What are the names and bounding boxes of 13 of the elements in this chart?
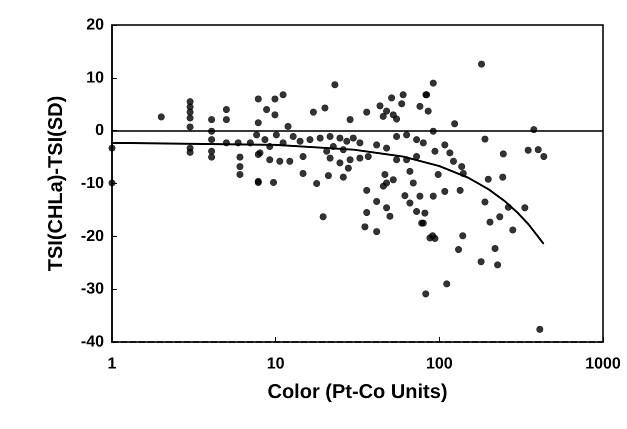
y-tick-label: 0: [95, 122, 104, 140]
y-tick-label: -40: [80, 334, 104, 350]
y-tick-label: 20: [86, 16, 104, 34]
y-tick-label: -10: [80, 175, 104, 192]
y-axis-title: TSI(CHLa)-TSI(SD): [45, 96, 67, 272]
x-tick-label: 10: [266, 356, 285, 372]
y-tick-label: -30: [80, 280, 104, 298]
x-tick-label: 1: [108, 356, 117, 372]
x-axis-title: Color (Pt-Co Units): [268, 381, 448, 403]
x-tick-label: 1000: [585, 356, 621, 372]
x-tick-label: 100: [426, 356, 453, 372]
y-tick-label: 10: [86, 69, 104, 86]
y-tick-label: -20: [80, 228, 104, 245]
